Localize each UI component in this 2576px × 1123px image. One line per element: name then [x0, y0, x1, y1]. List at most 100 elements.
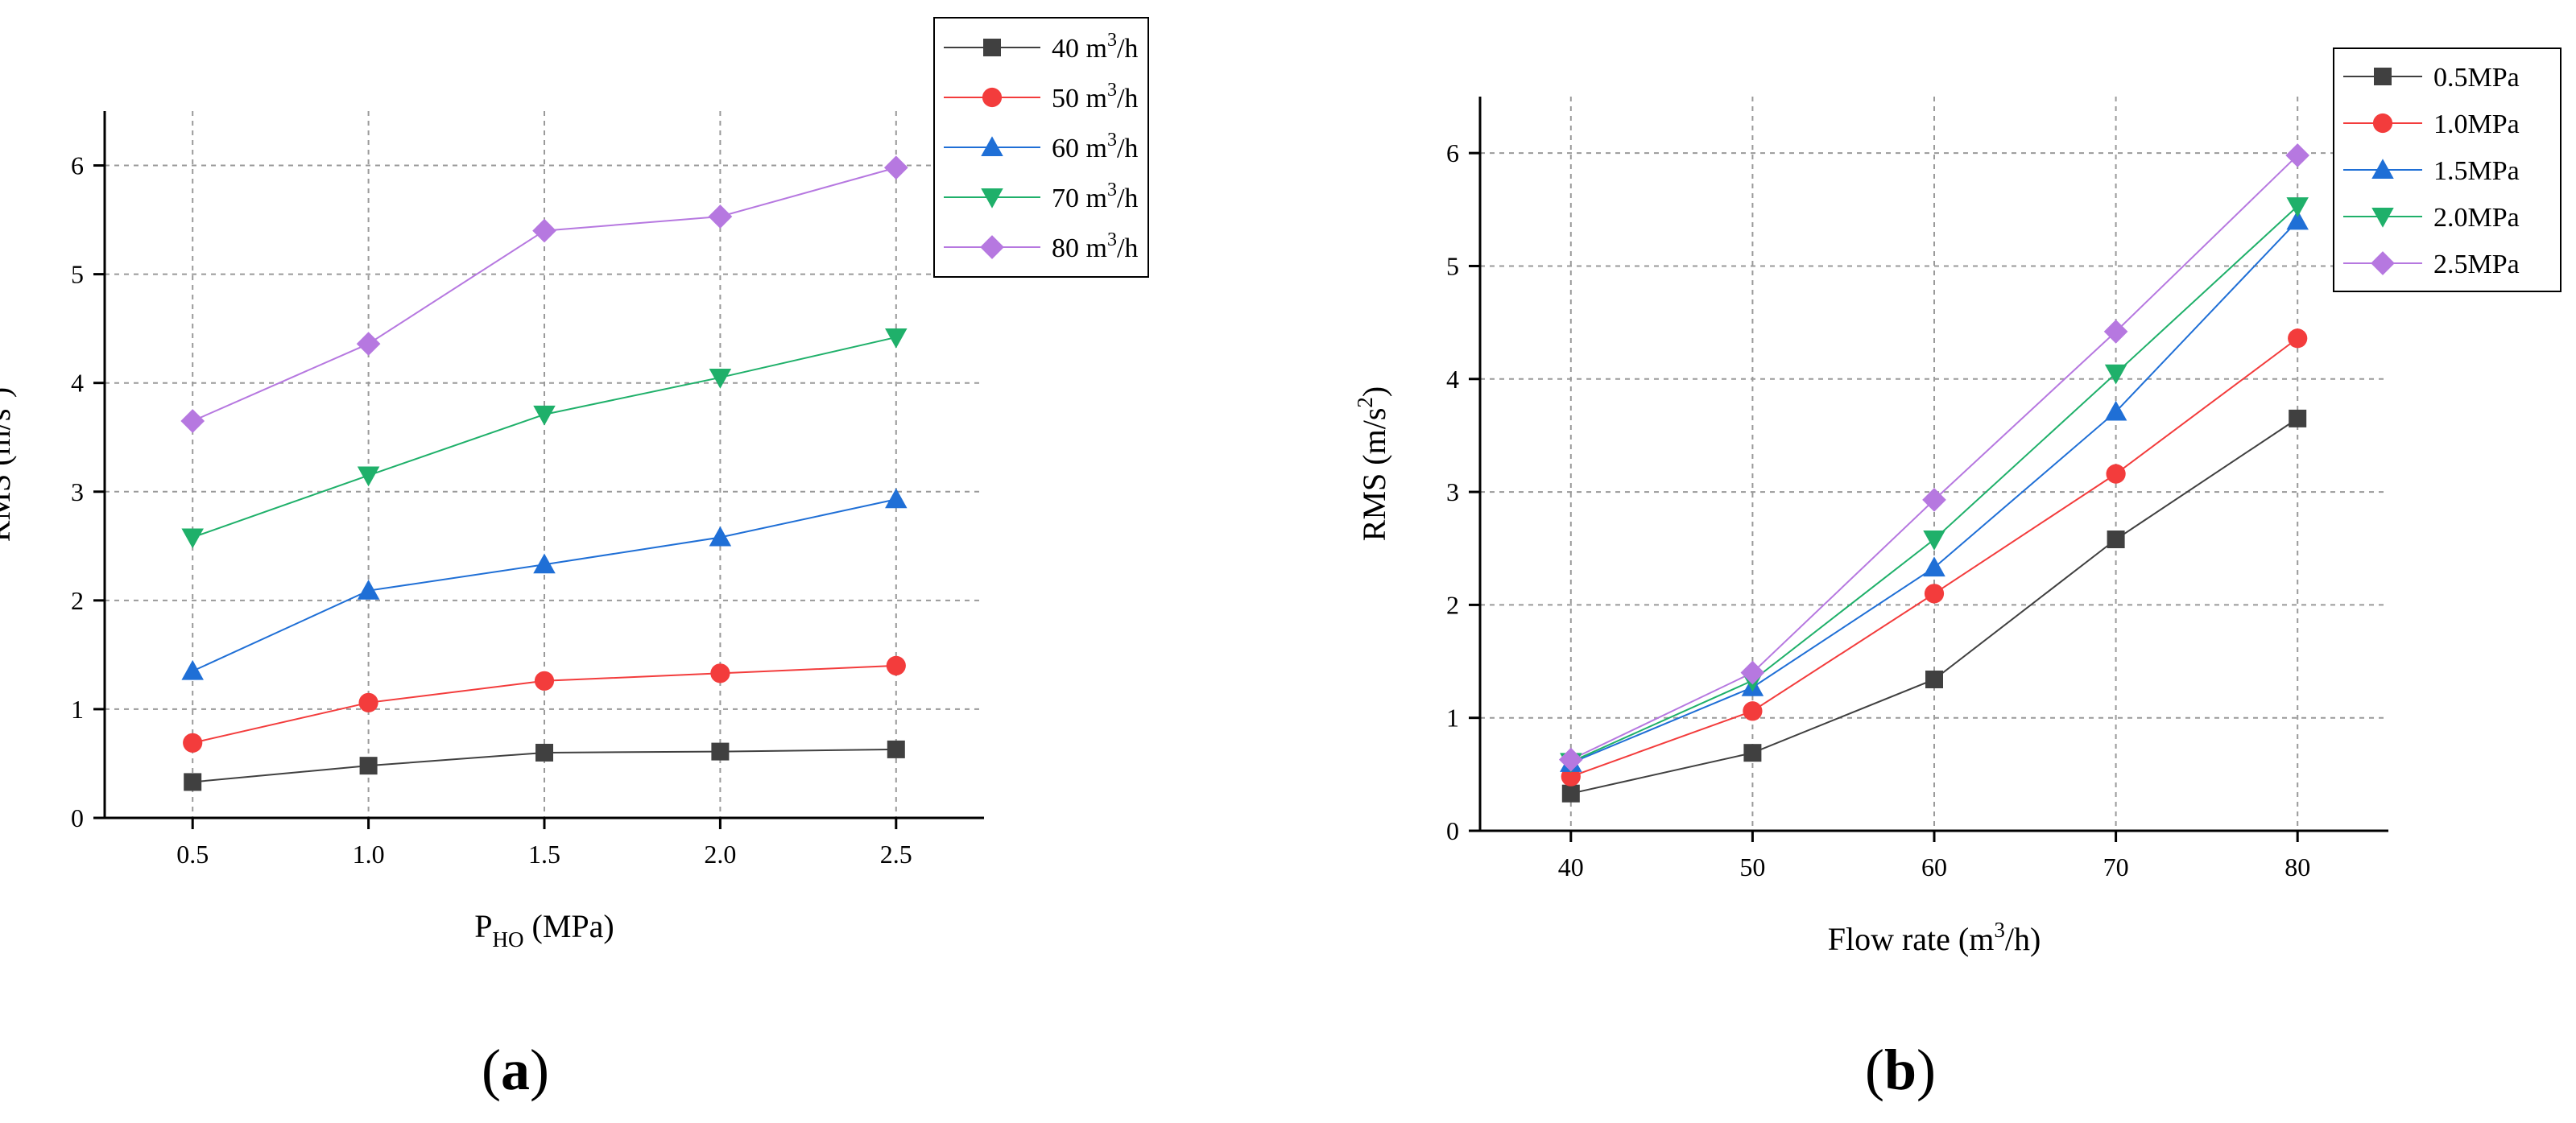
legend-marker: [2371, 251, 2395, 275]
data-point: [2289, 409, 2307, 427]
legend-marker: [2374, 68, 2392, 85]
data-point: [183, 733, 203, 753]
data-point: [1558, 747, 1583, 772]
x-tick-label: 0.5: [176, 840, 209, 869]
y-tick-label: 2: [71, 586, 84, 615]
x-tick-label: 60: [1921, 853, 1947, 881]
y-tick-label: 4: [71, 369, 84, 398]
legend-marker: [981, 188, 1003, 208]
x-tick-label: 1.0: [353, 840, 385, 869]
legend-label: 1.5MPa: [2433, 156, 2520, 186]
y-tick-label: 5: [1446, 251, 1459, 280]
y-tick-label: 4: [1446, 365, 1459, 394]
data-point: [2106, 464, 2126, 484]
y-axis-title: RMS (m/s2): [1353, 386, 1392, 541]
legend-label: 50 m3/h: [1052, 80, 1138, 114]
data-point: [883, 155, 908, 180]
legend-label: 2.5MPa: [2433, 250, 2520, 279]
y-tick-label: 1: [71, 695, 84, 724]
data-point: [181, 528, 204, 549]
data-point: [181, 659, 204, 680]
legend-marker: [982, 87, 1003, 108]
data-point: [1924, 584, 1945, 604]
legend-marker: [980, 235, 1004, 259]
y-tick-label: 3: [1446, 477, 1459, 506]
data-point: [885, 488, 908, 509]
panel-a-label: (a): [482, 1038, 549, 1102]
legend-marker: [2372, 113, 2393, 134]
data-point: [2104, 364, 2127, 385]
legend-marker: [2371, 159, 2394, 179]
data-point: [358, 692, 378, 712]
data-point: [709, 368, 732, 389]
x-tick-label: 1.5: [528, 840, 560, 869]
data-point: [1923, 556, 1945, 577]
data-point: [2285, 143, 2310, 167]
x-tick-label: 70: [2103, 853, 2129, 881]
data-point: [357, 579, 380, 600]
data-point: [359, 757, 378, 775]
y-tick-label: 0: [71, 803, 84, 832]
legend-marker: [2371, 208, 2394, 228]
data-point: [1743, 701, 1763, 721]
x-axis-title: Flow rate (m3/h): [1828, 918, 2041, 957]
panel-b-label: (b): [1865, 1038, 1937, 1102]
data-point: [532, 218, 556, 243]
legend-marker: [983, 39, 1001, 56]
legend-label: 80 m3/h: [1052, 229, 1138, 263]
data-point: [2104, 400, 2127, 421]
x-tick-label: 80: [2284, 853, 2310, 881]
data-point: [357, 466, 380, 487]
data-point: [2107, 531, 2125, 549]
y-tick-label: 0: [1446, 816, 1459, 845]
data-point: [887, 740, 905, 758]
data-point: [180, 409, 205, 433]
x-tick-label: 50: [1739, 853, 1765, 881]
legend-label: 40 m3/h: [1052, 30, 1138, 64]
y-tick-label: 2: [1446, 590, 1459, 619]
data-point: [533, 553, 556, 574]
data-point: [1561, 784, 1580, 803]
data-point: [885, 328, 908, 349]
y-tick-label: 5: [71, 260, 84, 289]
data-point: [2103, 319, 2128, 344]
data-point: [709, 526, 732, 547]
data-point: [1740, 660, 1765, 685]
data-point: [1922, 488, 1946, 512]
x-tick-label: 2.0: [704, 840, 736, 869]
x-tick-label: 40: [1558, 853, 1584, 881]
data-point: [2288, 328, 2308, 349]
data-point: [535, 743, 553, 762]
panel-b-chart: 40 50 60 70 80 0 1 2 3 4 5 6 Flow rate (m3/h) RMS (m/…: [1353, 47, 2562, 957]
x-axis-title: PHO (MPa): [474, 908, 614, 952]
x-tick-label: 2.5: [880, 840, 912, 869]
data-point: [356, 332, 381, 356]
data-point: [534, 671, 555, 691]
y-tick-label: 6: [1446, 138, 1459, 167]
y-tick-label: 3: [71, 477, 84, 506]
y-tick-label: 6: [71, 151, 84, 180]
data-point: [1743, 744, 1762, 762]
data-point: [711, 742, 730, 761]
data-point: [184, 773, 202, 791]
legend-marker: [981, 136, 1003, 156]
panel-a-chart: 0.5 1.0 1.5 2.0 2.5 0 1 2 3 4 5 6 PHO (MPa) RMS (m/s2…: [0, 17, 1149, 952]
legend-label: 0.5MPa: [2433, 63, 2520, 93]
data-point: [1923, 531, 1945, 551]
y-tick-label: 1: [1446, 704, 1459, 733]
data-point: [533, 405, 556, 426]
data-point: [708, 204, 733, 229]
legend-label: 70 m3/h: [1052, 180, 1138, 213]
legend-label: 1.0MPa: [2433, 109, 2520, 139]
data-point: [886, 655, 906, 675]
legend-label: 60 m3/h: [1052, 130, 1138, 163]
data-point: [710, 663, 730, 683]
y-axis-title: RMS (m/s2): [0, 387, 17, 542]
data-point: [1925, 670, 1943, 688]
legend-label: 2.0MPa: [2433, 203, 2520, 233]
data-point: [2286, 197, 2309, 217]
data-point: [2286, 209, 2309, 230]
legend: 0.5MPa 1.0MPa 1.5MPa 2.0MPa 2.5MPa: [2333, 47, 2562, 292]
legend: 40 m3/h 50 m3/h 60 m3/h 70 m3/h 80 m3/h: [933, 17, 1149, 278]
